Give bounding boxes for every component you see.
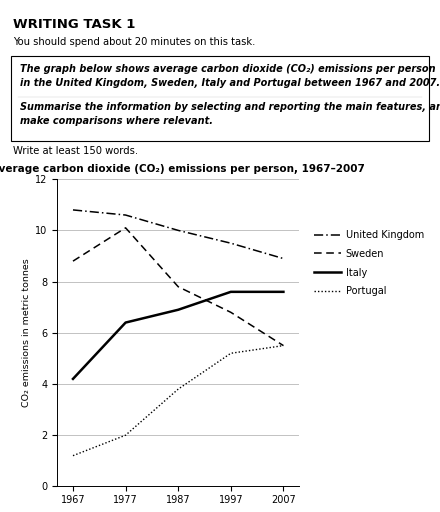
Italy [176,307,181,313]
Italy [228,289,234,295]
Portugal [228,350,234,356]
United Kingdom [176,227,181,233]
Portugal [123,432,128,438]
Text: You should spend about 20 minutes on this task.: You should spend about 20 minutes on thi… [13,37,256,47]
Italy [281,289,286,295]
Text: Write at least 150 words.: Write at least 150 words. [13,146,138,156]
Text: The graph below shows average carbon dioxide (CO₂) emissions per person
in the U: The graph below shows average carbon dio… [20,64,440,88]
Y-axis label: CO₂ emissions in metric tonnes: CO₂ emissions in metric tonnes [22,259,31,407]
Sweden [176,284,181,290]
Portugal [176,386,181,392]
Line: Portugal: Portugal [73,346,283,456]
United Kingdom [70,207,76,213]
United Kingdom [123,212,128,218]
Legend: United Kingdom, Sweden, Italy, Portugal: United Kingdom, Sweden, Italy, Portugal [314,230,424,296]
Sweden [228,309,234,315]
Line: Italy: Italy [73,292,283,379]
Text: Summarise the information by selecting and reporting the main features, and
make: Summarise the information by selecting a… [20,102,440,126]
Italy [123,319,128,326]
Sweden [281,343,286,349]
Portugal [281,343,286,349]
United Kingdom [281,255,286,262]
Sweden [123,225,128,231]
Text: WRITING TASK 1: WRITING TASK 1 [13,18,136,31]
Sweden [70,258,76,264]
Italy [70,376,76,382]
United Kingdom [228,240,234,246]
Title: Average carbon dioxide (CO₂) emissions per person, 1967–2007: Average carbon dioxide (CO₂) emissions p… [0,164,365,174]
Line: United Kingdom: United Kingdom [73,210,283,259]
Portugal [70,453,76,459]
Line: Sweden: Sweden [73,228,283,346]
